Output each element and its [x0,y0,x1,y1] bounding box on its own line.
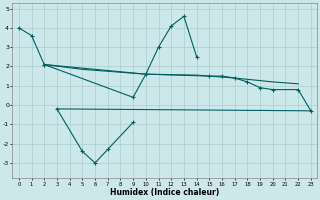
X-axis label: Humidex (Indice chaleur): Humidex (Indice chaleur) [110,188,220,197]
